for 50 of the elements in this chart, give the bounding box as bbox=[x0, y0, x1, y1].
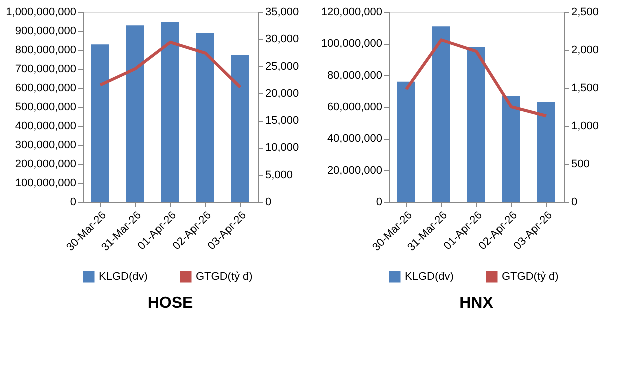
y-tick-label: 20,000,000 bbox=[327, 164, 382, 177]
y2-tick-label: 20,000 bbox=[266, 88, 300, 100]
y-tick-label: 800,000,000 bbox=[15, 44, 76, 56]
y2-tick-label: 2,500 bbox=[572, 6, 600, 18]
y2-tick-label: 10,000 bbox=[266, 142, 300, 154]
y-tick-label: 120,000,000 bbox=[321, 6, 382, 18]
y2-tick-label: 1,000 bbox=[572, 120, 600, 132]
y-tick-label: 100,000,000 bbox=[321, 38, 382, 50]
bar bbox=[432, 26, 450, 202]
y2-tick-label: 35,000 bbox=[266, 6, 300, 18]
y-tick-label: 0 bbox=[376, 196, 382, 208]
legend-label: KLGD(đv) bbox=[405, 271, 454, 283]
y-tick-label: 60,000,000 bbox=[327, 102, 382, 114]
bar bbox=[232, 54, 250, 202]
y-tick-label: 900,000,000 bbox=[15, 26, 76, 38]
bar bbox=[196, 33, 214, 202]
y-tick-label: 500,000,000 bbox=[15, 102, 76, 114]
bar bbox=[538, 102, 556, 202]
y-tick-label: 100,000,000 bbox=[15, 178, 76, 190]
y-tick-label: 400,000,000 bbox=[15, 120, 76, 132]
bar bbox=[162, 22, 180, 202]
legend-label: GTGD(tỷ đ) bbox=[196, 271, 253, 283]
text: HNX bbox=[460, 295, 494, 312]
y-tick-label: 700,000,000 bbox=[15, 64, 76, 76]
y-tick-label: 300,000,000 bbox=[15, 140, 76, 152]
y-tick-label: 40,000,000 bbox=[327, 133, 382, 146]
y-tick-label: 0 bbox=[70, 196, 76, 208]
y-tick-label: 1,000,000,000 bbox=[6, 6, 76, 18]
bar bbox=[398, 82, 416, 202]
bar bbox=[502, 96, 520, 202]
y2-tick-label: 25,000 bbox=[266, 60, 300, 73]
legend-label: GTGD(tỷ đ) bbox=[502, 271, 559, 283]
bar bbox=[92, 44, 110, 202]
y2-tick-label: 15,000 bbox=[266, 115, 300, 128]
line-series bbox=[99, 40, 242, 89]
y2-tick-label: 500 bbox=[572, 158, 590, 170]
y2-tick-label: 0 bbox=[572, 196, 578, 208]
text: HOSE bbox=[148, 295, 194, 312]
y2-tick-label: 1,500 bbox=[572, 82, 600, 94]
y-tick-label: 80,000,000 bbox=[327, 70, 382, 82]
y2-tick-label: 2,000 bbox=[572, 44, 600, 56]
y2-tick-label: 5,000 bbox=[266, 169, 294, 182]
y-tick-label: 200,000,000 bbox=[15, 158, 76, 170]
line-series bbox=[405, 38, 548, 118]
y2-tick-label: 0 bbox=[266, 196, 272, 208]
legend-label: KLGD(đv) bbox=[99, 271, 148, 283]
bar bbox=[126, 26, 144, 202]
y-tick-label: 600,000,000 bbox=[15, 82, 76, 94]
y2-tick-label: 30,000 bbox=[266, 34, 300, 46]
bar bbox=[468, 47, 486, 202]
